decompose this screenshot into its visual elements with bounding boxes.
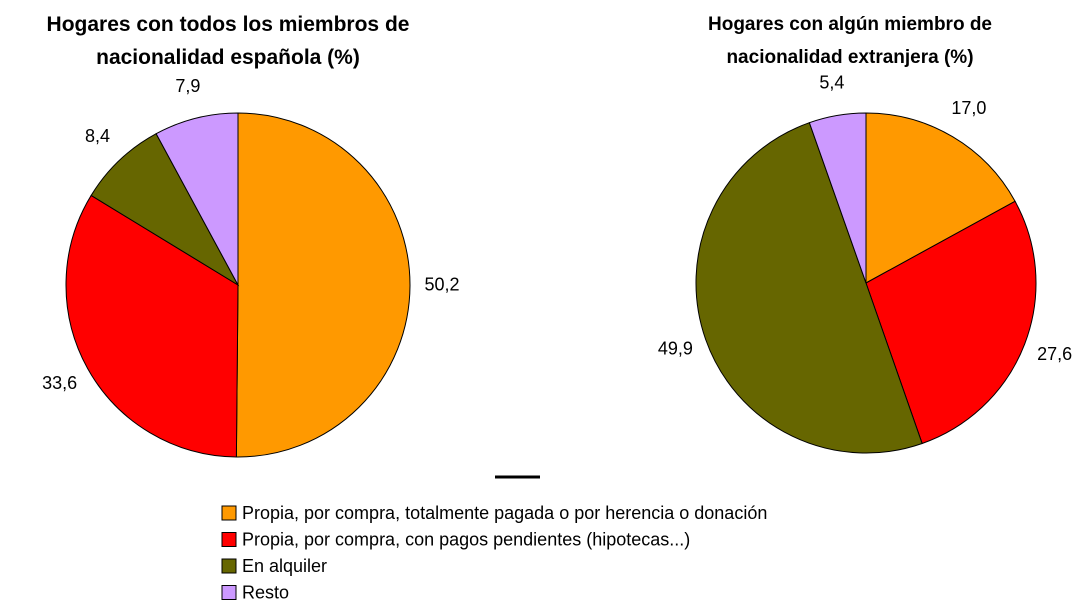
legend-swatch (221, 585, 237, 600)
pie-slice (65, 194, 239, 458)
chart-title: Hogares con todos los miembros de nacion… (46, 13, 410, 69)
pie-slice (90, 133, 240, 287)
legend-swatch (221, 532, 237, 547)
data-label: 49,9 (658, 339, 693, 359)
legend-swatch (221, 505, 237, 521)
chart-title: Hogares con algún miembro de nacionalida… (708, 14, 992, 68)
pie-slice (808, 112, 867, 284)
data-label: 50,2 (424, 275, 459, 295)
pie-slice (865, 200, 1037, 445)
pie-slice (235, 112, 411, 458)
legend-label: Propia, por compra, con pagos pendientes… (242, 529, 690, 549)
data-label: 7,9 (175, 76, 200, 96)
data-label: 5,4 (819, 73, 844, 93)
legend-swatch (221, 558, 237, 574)
data-label: 8,4 (85, 126, 110, 146)
legend-label: En alquiler (242, 556, 327, 576)
data-label: 17,0 (951, 98, 986, 118)
data-label: 27,6 (1037, 344, 1072, 364)
data-label: 33,6 (42, 373, 77, 393)
legend-label: Propia, por compra, totalmente pagada o … (242, 503, 767, 523)
pie-slice (155, 112, 239, 286)
legend-label: Resto (242, 582, 289, 602)
pie-slice (865, 112, 1016, 284)
pie-slice (695, 122, 923, 454)
